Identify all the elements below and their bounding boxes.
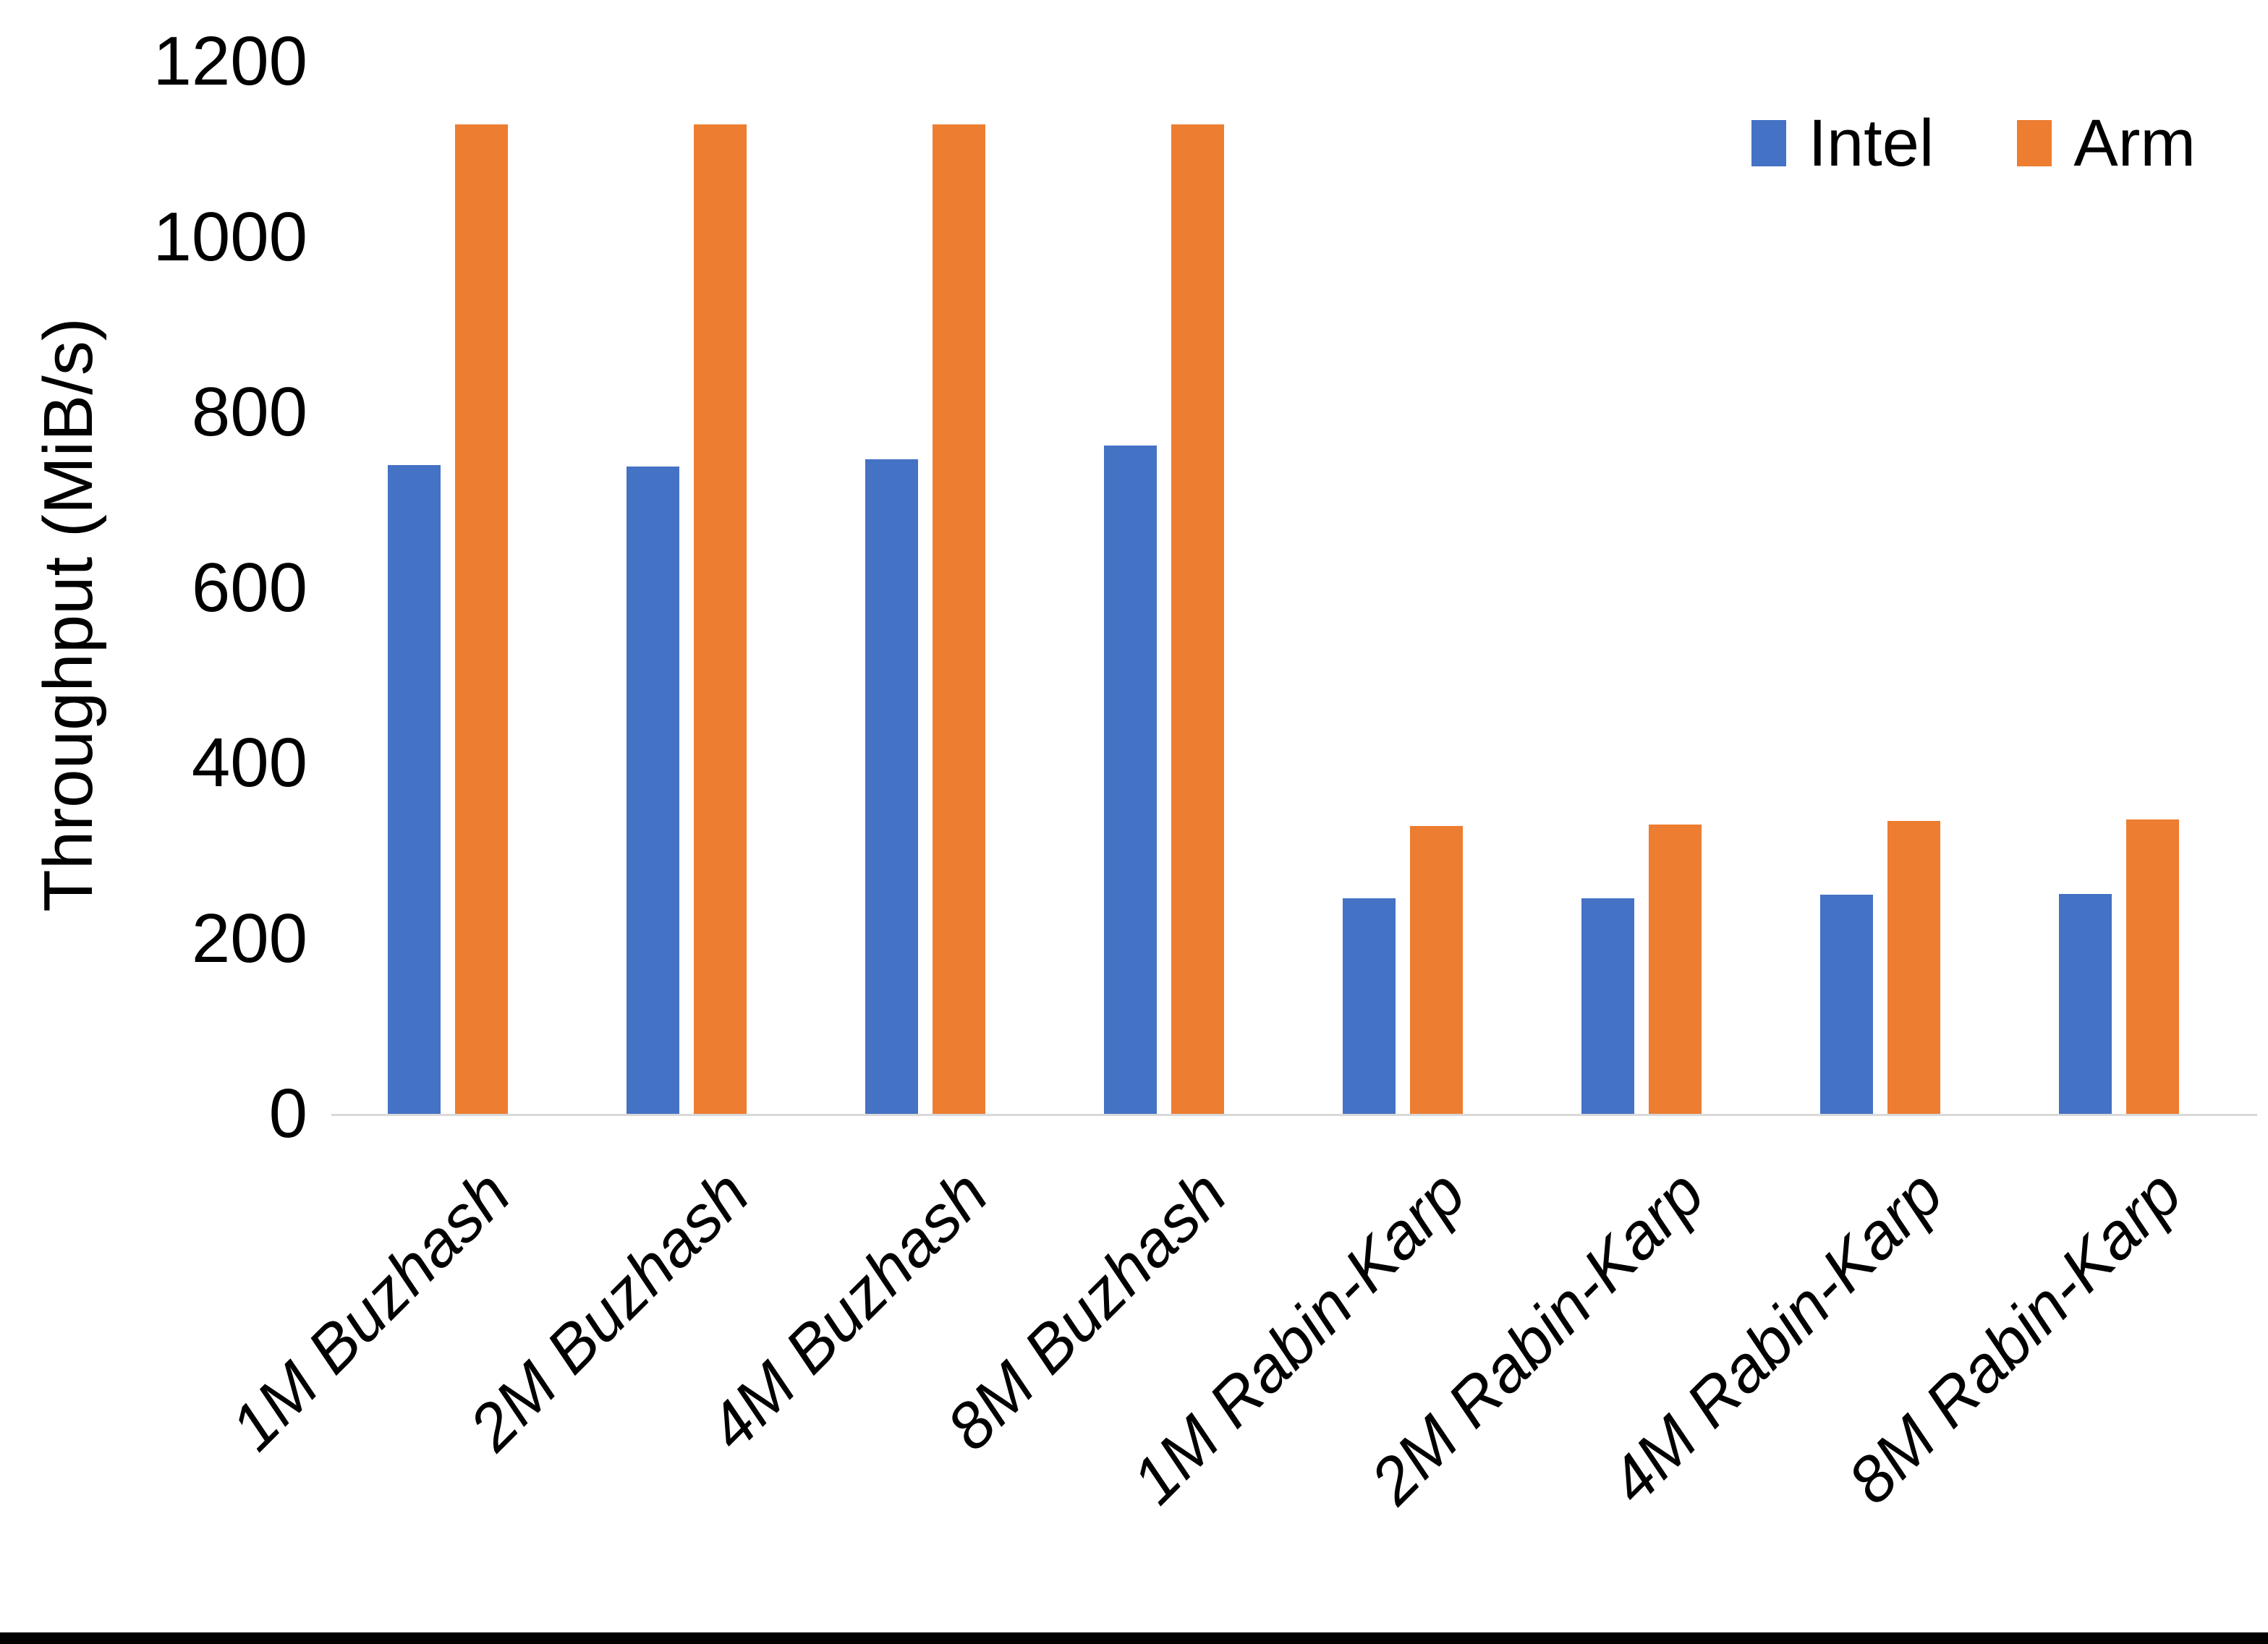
y-tick-label-200: 200 — [191, 899, 307, 977]
arm-legend-label: Arm — [2073, 106, 2196, 180]
bar-intel-4m-buzhash — [865, 459, 918, 1114]
bar-arm-8m-buzhash — [1171, 124, 1224, 1114]
bar-arm-1m-buzhash — [455, 124, 508, 1114]
legend-item-arm: Arm — [2017, 100, 2196, 187]
y-tick-label-400: 400 — [191, 724, 307, 801]
intel-series-swatch-icon — [1751, 120, 1787, 166]
x-label-1m-buzhash: 1M Buzhash — [217, 1157, 524, 1465]
bar-intel-4m-rabin-karp — [1820, 895, 1873, 1114]
bar-arm-8m-rabin-karp — [2126, 819, 2179, 1114]
bar-arm-2m-buzhash — [694, 124, 747, 1114]
bar-arm-4m-rabin-karp — [1887, 821, 1940, 1114]
bar-intel-8m-rabin-karp — [2059, 894, 2112, 1114]
x-axis-line — [331, 1114, 2257, 1116]
bar-arm-1m-rabin-karp — [1410, 826, 1463, 1114]
bar-intel-8m-buzhash — [1104, 446, 1157, 1114]
bar-arm-4m-buzhash — [933, 124, 985, 1114]
arm-series-swatch-icon — [2017, 120, 2052, 166]
bar-intel-1m-buzhash — [388, 465, 441, 1114]
legend: Intel Arm — [1751, 100, 2196, 187]
y-tick-label-0: 0 — [268, 1075, 307, 1152]
y-tick-label-1200: 1200 — [153, 22, 307, 100]
y-tick-label-600: 600 — [191, 548, 307, 626]
bar-intel-2m-rabin-karp — [1581, 898, 1634, 1114]
intel-legend-label: Intel — [1808, 106, 1934, 180]
legend-item-intel: Intel — [1751, 100, 1934, 187]
bar-arm-2m-rabin-karp — [1649, 825, 1702, 1114]
bar-intel-2m-buzhash — [627, 467, 679, 1114]
bar-intel-1m-rabin-karp — [1343, 898, 1396, 1114]
bottom-border — [0, 1632, 2268, 1644]
y-tick-label-1000: 1000 — [153, 197, 307, 276]
y-tick-label-800: 800 — [191, 373, 307, 451]
